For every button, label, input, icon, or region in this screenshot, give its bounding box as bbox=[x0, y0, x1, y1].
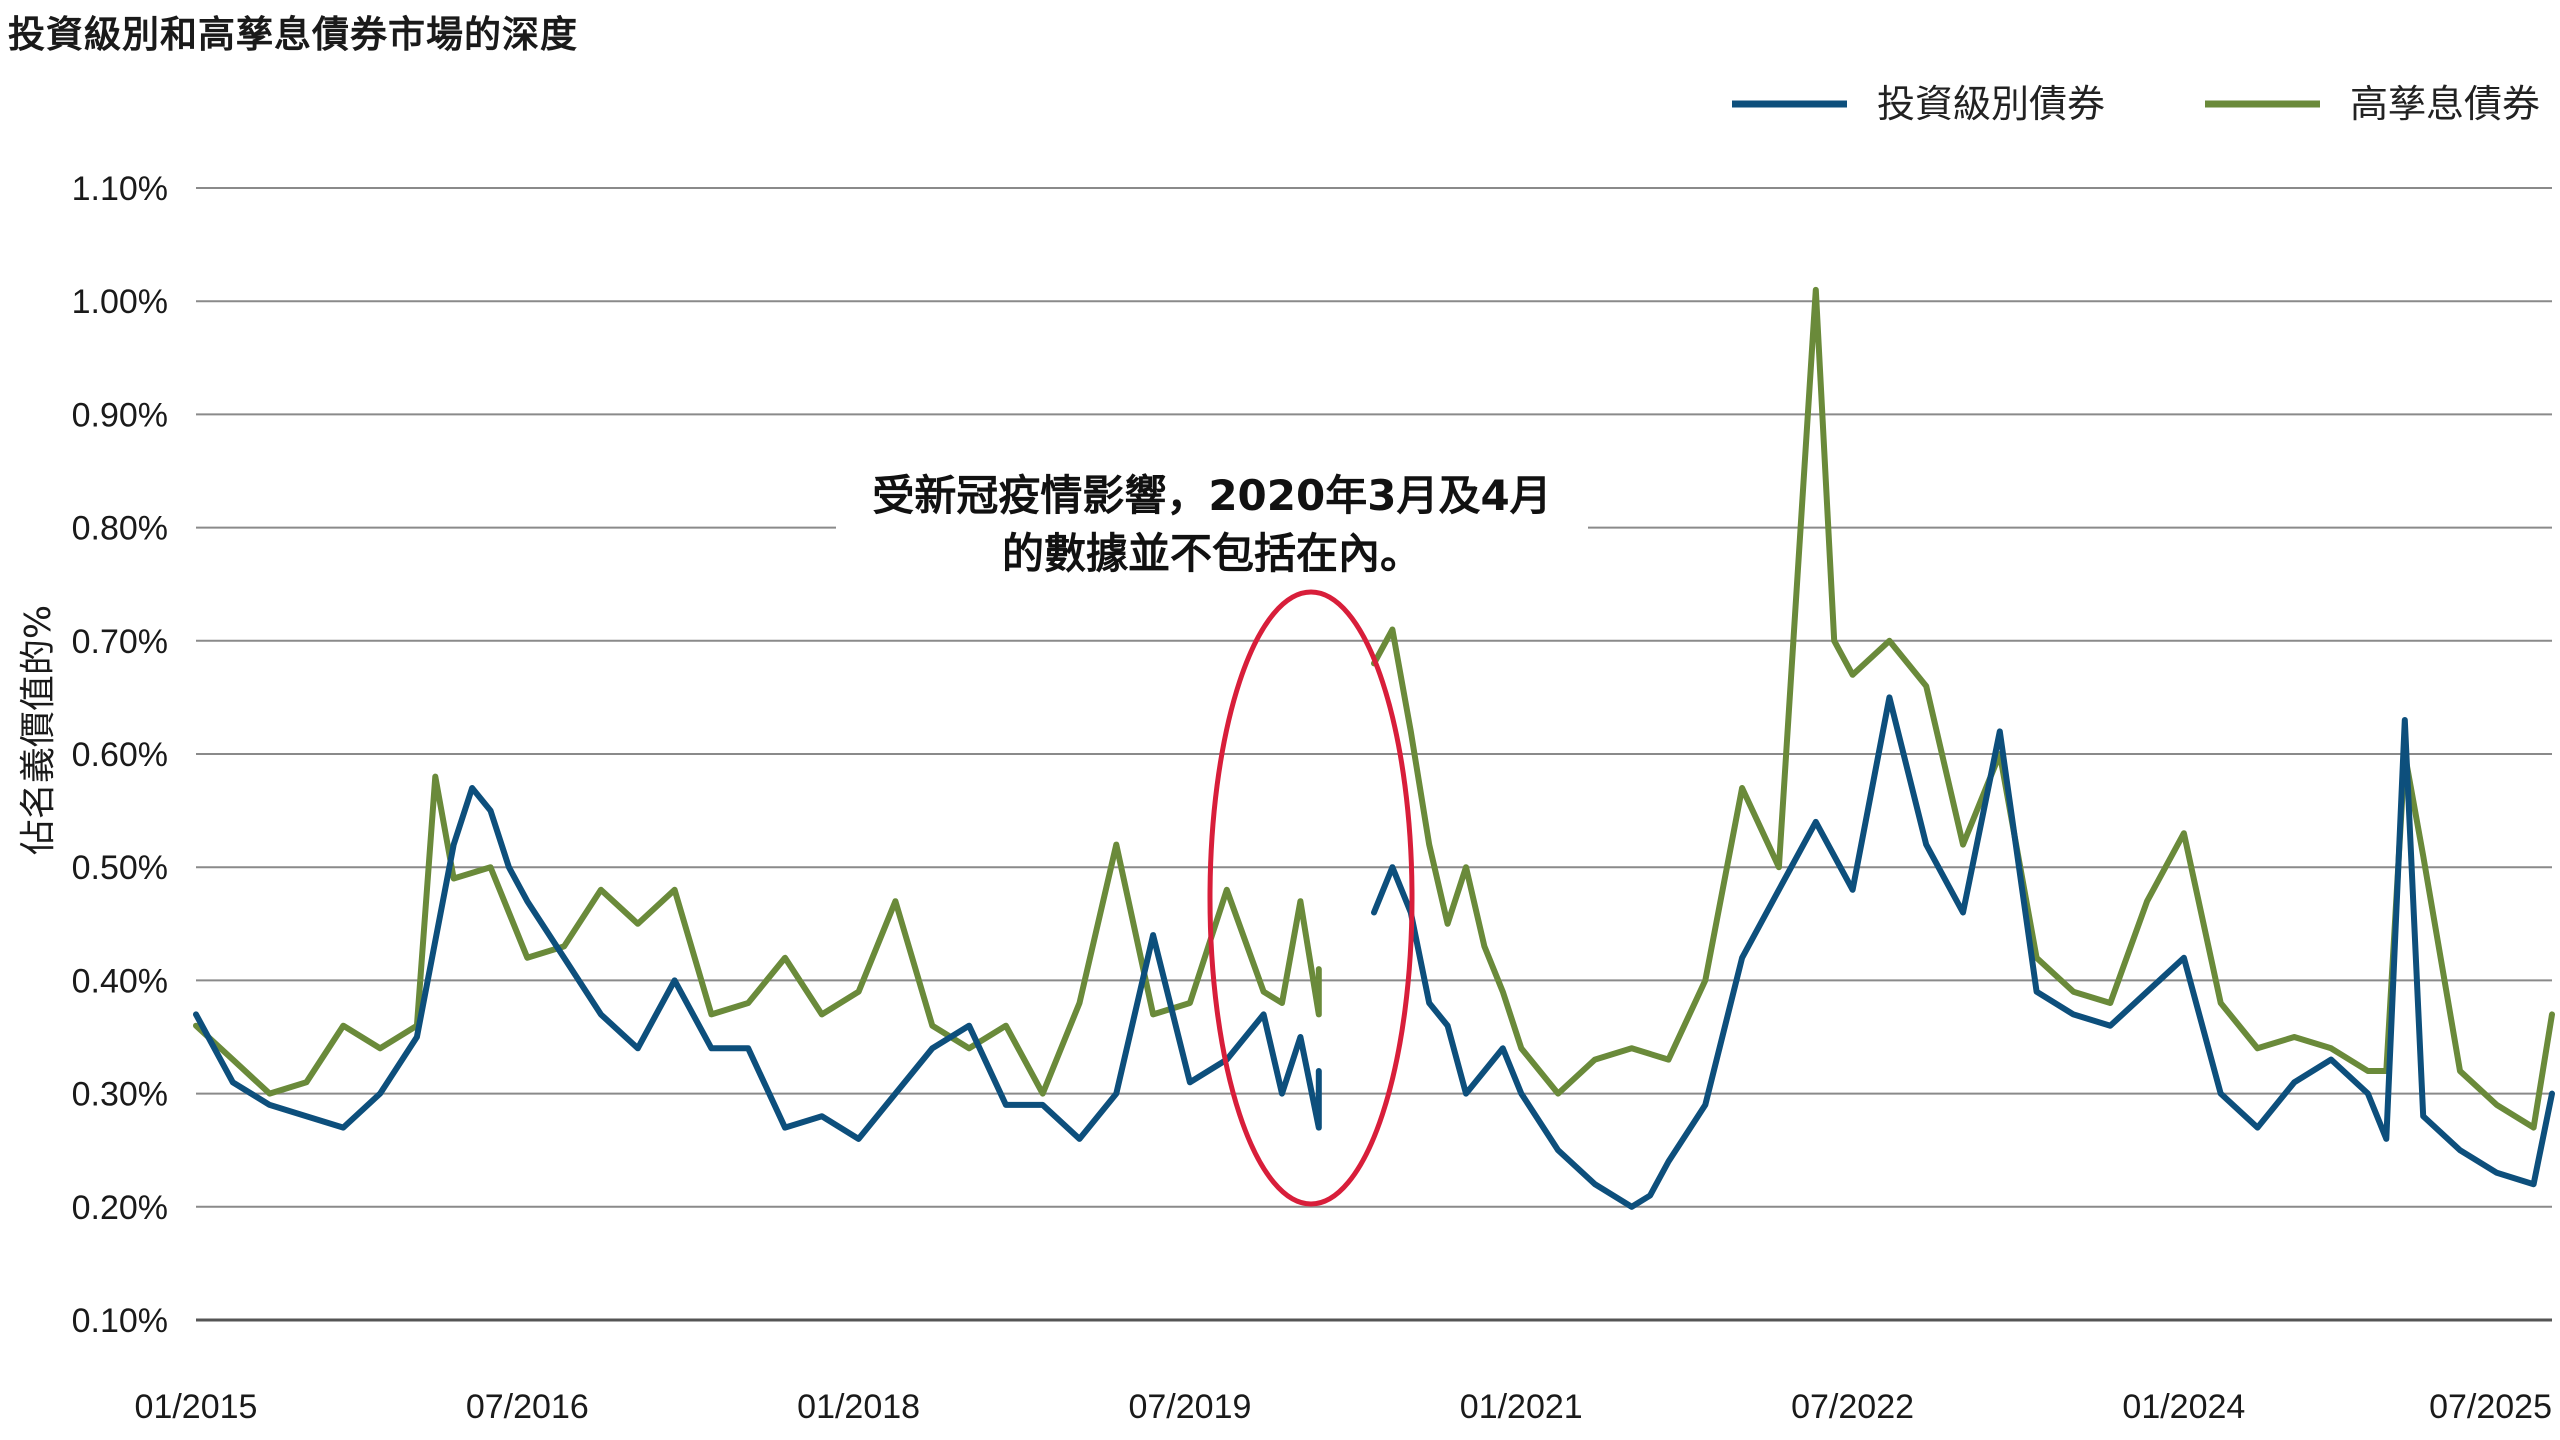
y-tick-label: 0.80% bbox=[72, 510, 168, 548]
x-axis-ticks: 01/2015 07/2016 01/2018 07/2019 01/2021 07/20… bbox=[135, 1388, 2552, 1426]
x-tick-label: 01/2021 bbox=[1460, 1388, 1583, 1426]
chart-title: 投資級別和高孳息債券市場的深度 bbox=[8, 13, 578, 56]
y-tick-label: 0.90% bbox=[72, 396, 168, 434]
series-lines bbox=[193, 286, 2555, 1210]
x-tick-label: 07/2016 bbox=[466, 1388, 589, 1426]
y-tick-label: 0.20% bbox=[72, 1189, 168, 1227]
x-tick-label: 01/2018 bbox=[797, 1388, 920, 1426]
gap-highlight-ellipse bbox=[1207, 589, 1415, 1207]
gridlines bbox=[196, 187, 2552, 1322]
x-tick-label: 07/2025 bbox=[2429, 1388, 2552, 1426]
x-tick-label: 01/2024 bbox=[2122, 1388, 2245, 1426]
y-axis-ticks: 0.10% 0.20% 0.30% 0.40% 0.50% 0.60% 0.70% 0.80%… bbox=[72, 170, 168, 1340]
series-line bbox=[193, 773, 1322, 1097]
y-tick-label: 0.60% bbox=[72, 736, 168, 774]
y-tick-label: 1.10% bbox=[72, 170, 168, 208]
y-tick-label: 1.00% bbox=[72, 283, 168, 321]
y-tick-label: 0.40% bbox=[72, 962, 168, 1000]
x-tick-label: 01/2015 bbox=[135, 1388, 258, 1426]
series-line bbox=[1371, 694, 2555, 1210]
annotation: 受新冠疫情影響，2020年3月及4月 的數據並不包括在內。 bbox=[836, 462, 1588, 1207]
series-line bbox=[193, 785, 1322, 1142]
x-tick-label: 07/2022 bbox=[1791, 1388, 1914, 1426]
legend-label: 高孳息債券 bbox=[2350, 82, 2540, 126]
x-tick-label: 07/2019 bbox=[1128, 1388, 1251, 1426]
y-tick-label: 0.30% bbox=[72, 1076, 168, 1114]
y-tick-label: 0.10% bbox=[72, 1302, 168, 1340]
annotation-text-line-1: 受新冠疫情影響，2020年3月及4月 bbox=[872, 471, 1551, 520]
legend: 投資級別債券 高孳息債券 bbox=[1732, 82, 2540, 126]
series-line bbox=[1371, 286, 2555, 1131]
y-tick-label: 0.50% bbox=[72, 849, 168, 887]
annotation-text-line-2: 的數據並不包括在內。 bbox=[1002, 529, 1422, 578]
y-tick-label: 0.70% bbox=[72, 623, 168, 661]
legend-label: 投資級別債券 bbox=[1877, 82, 2105, 126]
y-axis-label: 佔名義價值的% bbox=[18, 605, 59, 855]
